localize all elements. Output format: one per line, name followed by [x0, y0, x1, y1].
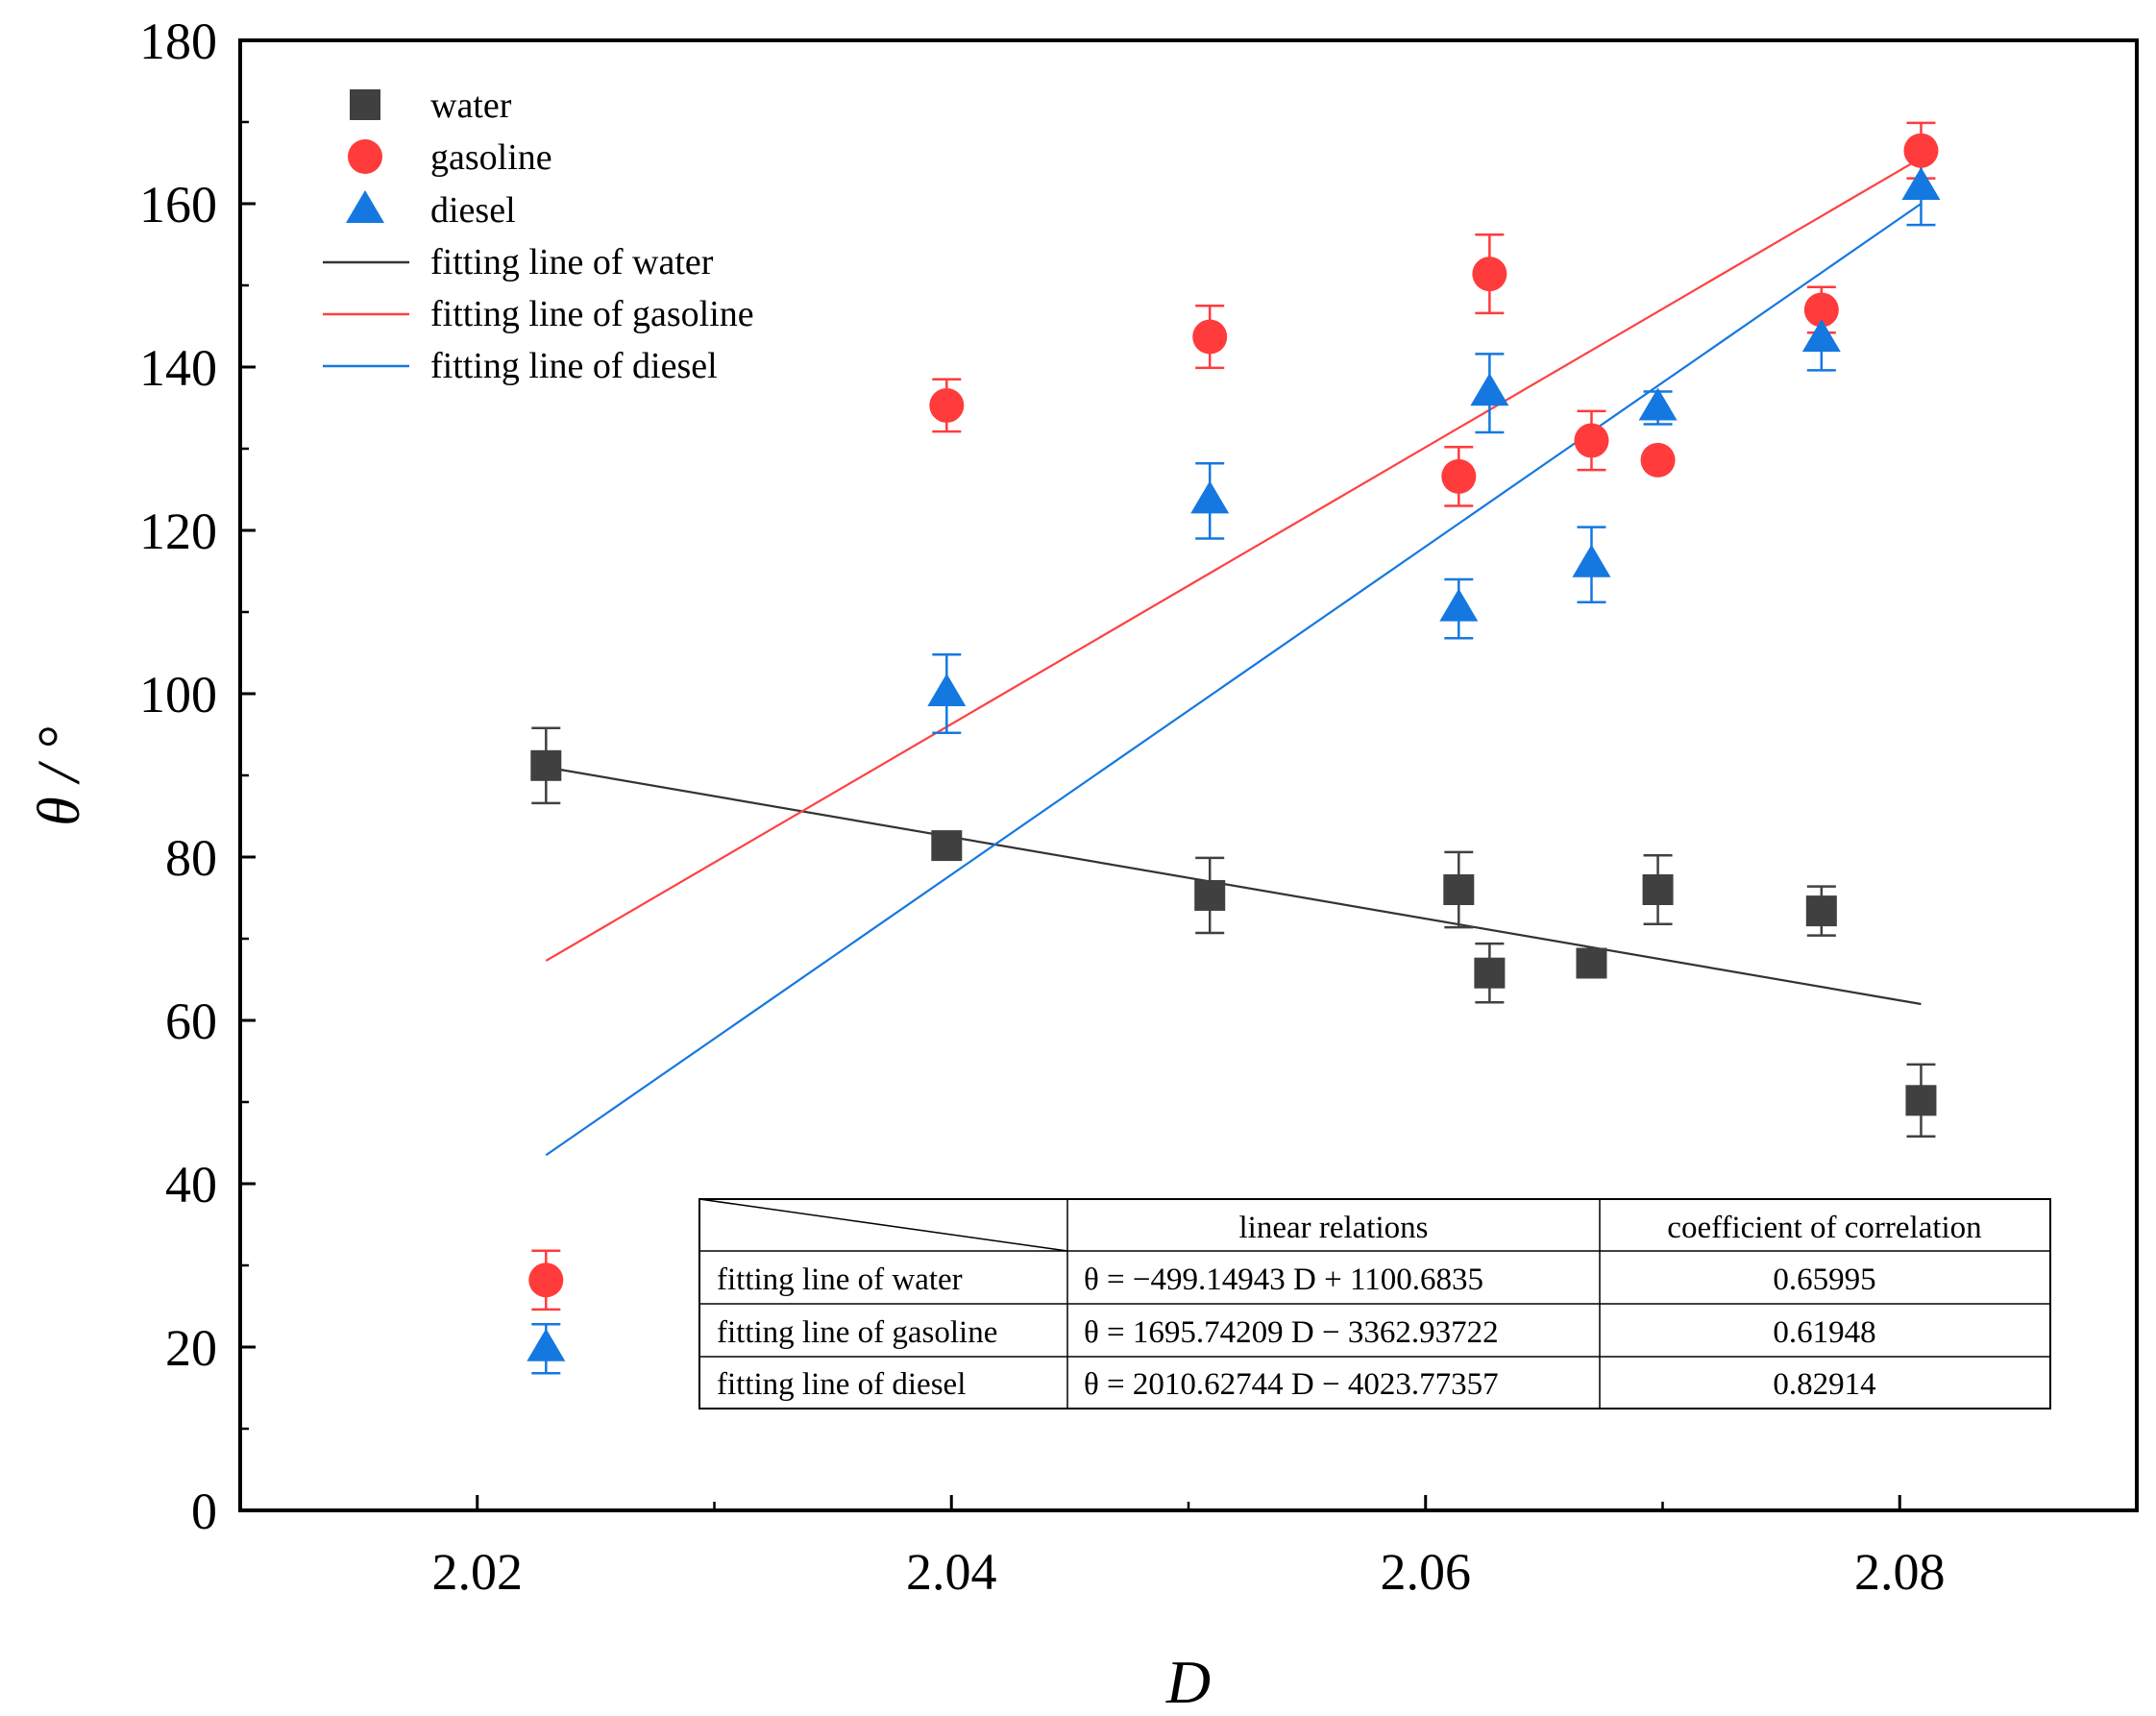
- y-axis-title: θ / °: [27, 726, 92, 825]
- legend-swatch-diesel: [346, 190, 384, 223]
- axis-tick-labels: 2.02 2.04 2.06 2.08 0 20 40 60 80 100 120 140 160 180: [139, 12, 1946, 1601]
- y-tick-label: 180: [139, 12, 217, 70]
- gasoline-point: [1441, 458, 1477, 494]
- y-tick-label: 40: [165, 1156, 217, 1213]
- legend-entry-diesel: diesel: [346, 190, 516, 231]
- fit-table-cell-relation: θ = 2010.62744 D − 4023.77357: [1084, 1367, 1499, 1402]
- legend-entry-fit-diesel: fitting line of diesel: [323, 346, 718, 386]
- legend-entry-water: water: [350, 86, 512, 126]
- gasoline-point: [1640, 442, 1676, 478]
- legend-entry-fit-water: fitting line of water: [323, 242, 714, 282]
- legend-label-diesel: diesel: [430, 190, 516, 231]
- fit-table-header-relations: linear relations: [1238, 1211, 1428, 1245]
- fitting-line-of-diesel-line: [545, 203, 1923, 1157]
- x-tick-label: 2.04: [906, 1543, 997, 1601]
- fitting-line-of-water-line: [546, 766, 1922, 1006]
- water-point: [931, 830, 963, 862]
- gasoline-point: [1472, 257, 1507, 292]
- legend-entry-gasoline: gasoline: [348, 137, 552, 178]
- water-point: [1642, 874, 1674, 905]
- fit-table-cell-correlation: 0.82914: [1773, 1367, 1875, 1402]
- legend-label-fit-gasoline: fitting line of gasoline: [430, 294, 754, 334]
- water-point: [1576, 947, 1607, 979]
- y-tick-label: 160: [139, 176, 217, 233]
- legend: water gasoline diesel fitting line of wa…: [323, 86, 754, 386]
- y-tick-label: 0: [191, 1483, 217, 1540]
- diesel-point: [1572, 544, 1611, 577]
- legend-label-gasoline: gasoline: [430, 137, 552, 178]
- data-markers: [527, 133, 1941, 1361]
- diesel-point: [1439, 588, 1479, 622]
- water-point: [1805, 895, 1837, 927]
- diesel-point: [1190, 480, 1230, 514]
- gasoline-point: [1192, 319, 1228, 355]
- gasoline-point: [1903, 133, 1939, 168]
- legend-label-fit-water: fitting line of water: [430, 242, 714, 282]
- gasoline-point: [929, 387, 965, 423]
- fit-table-cell-relation: θ = −499.14943 D + 1100.6835: [1084, 1262, 1483, 1297]
- fit-table-cell-correlation: 0.61948: [1773, 1315, 1875, 1350]
- x-tick-label: 2.02: [432, 1543, 524, 1601]
- diesel-point: [1901, 167, 1941, 200]
- fitting-line-of-gasoline-line: [545, 157, 1923, 962]
- legend-label-water: water: [430, 86, 512, 126]
- x-axis-title: D: [1165, 1648, 1211, 1716]
- water-point: [1194, 879, 1226, 911]
- water-point: [530, 749, 562, 781]
- diesel-point: [527, 1328, 566, 1361]
- y-tick-label: 120: [139, 503, 217, 560]
- fit-table-cell-name: fitting line of gasoline: [717, 1315, 997, 1350]
- gasoline-point: [528, 1262, 564, 1298]
- diesel-point: [1638, 387, 1678, 421]
- fit-table-cell-name: fitting line of diesel: [717, 1367, 966, 1402]
- water-point: [1474, 957, 1506, 989]
- legend-swatch-gasoline: [348, 139, 382, 174]
- water-point: [1443, 874, 1475, 905]
- gasoline-point: [1574, 423, 1609, 458]
- axis-ticks: [238, 38, 2139, 1512]
- diesel-point: [1801, 319, 1841, 353]
- fit-table-corner-diagonal: [698, 1198, 1068, 1252]
- y-tick-label: 80: [165, 829, 217, 887]
- fit-table-cell-correlation: 0.65995: [1773, 1262, 1875, 1297]
- water-point: [1905, 1085, 1937, 1116]
- fit-lines: [545, 157, 1923, 1157]
- legend-label-fit-diesel: fitting line of diesel: [430, 346, 718, 386]
- y-tick-label: 100: [139, 666, 217, 723]
- legend-swatch-water: [350, 89, 380, 120]
- y-tick-label: 20: [165, 1319, 217, 1377]
- x-tick-label: 2.06: [1381, 1543, 1472, 1601]
- fit-table-cell-name: fitting line of water: [717, 1262, 963, 1297]
- x-tick-label: 2.08: [1854, 1543, 1946, 1601]
- diesel-point: [927, 674, 967, 706]
- fit-table-cell-relation: θ = 1695.74209 D − 3362.93722: [1084, 1315, 1499, 1350]
- y-tick-label: 140: [139, 339, 217, 397]
- diesel-point: [1470, 373, 1509, 406]
- legend-entry-fit-gasoline: fitting line of gasoline: [323, 294, 754, 334]
- fit-table-header-correlation: coefficient of correlation: [1667, 1211, 1981, 1245]
- y-tick-label: 60: [165, 993, 217, 1050]
- fit-table: linear relations coefficient of correlat…: [698, 1198, 2051, 1410]
- gasoline-point: [1803, 292, 1839, 328]
